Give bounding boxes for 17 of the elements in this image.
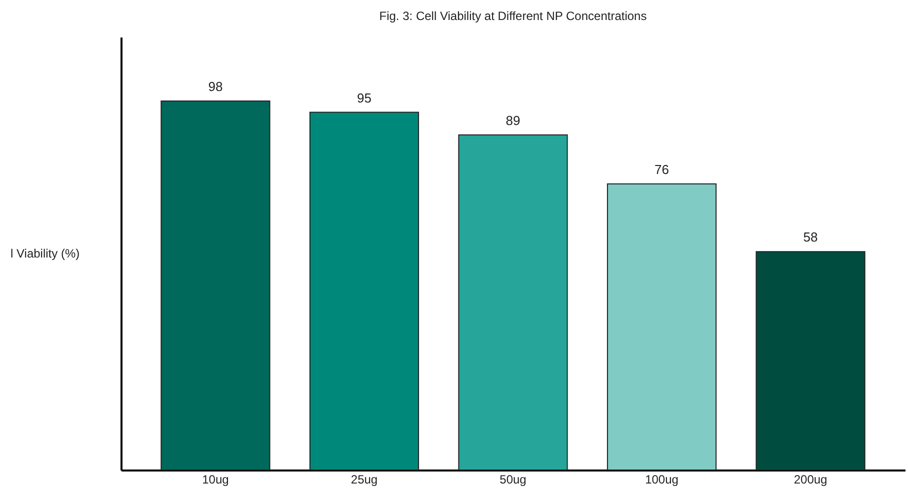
data-label: 89 [506, 112, 520, 128]
data-label: 58 [803, 230, 818, 245]
chart-title: Fig. 3: Cell Viability at Different NP Concentrations [379, 9, 647, 23]
bar [160, 100, 270, 470]
x-tick-label: 100ug [645, 472, 678, 486]
x-tick-label: 50ug [500, 472, 526, 486]
bar [756, 251, 866, 470]
x-tick-label: 25ug [350, 472, 378, 486]
x-tick-label: 200ug [794, 472, 828, 486]
bar [458, 134, 568, 470]
bar [606, 183, 717, 470]
x-tick-label: 10ug [202, 472, 229, 486]
bar [309, 112, 420, 470]
data-label: 95 [357, 90, 372, 106]
y-axis-title: l Viability (%) [10, 246, 80, 260]
data-label: 98 [208, 79, 223, 94]
data-label: 76 [654, 162, 669, 177]
